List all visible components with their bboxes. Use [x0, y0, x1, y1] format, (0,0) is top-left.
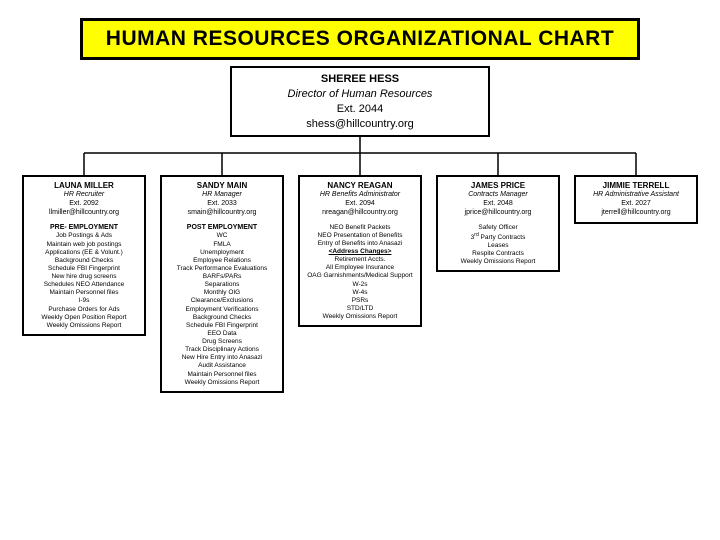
person-email: jterrell@hillcountry.org [579, 209, 693, 218]
duty-item: Weekly Omissions Report [441, 258, 555, 266]
duty-item: WC [165, 232, 279, 240]
duty-item: Maintain web job postings [27, 241, 141, 249]
person-role: HR Administrative Assistant [579, 191, 693, 200]
duty-item: PSRs [303, 297, 417, 305]
report-box: NANCY REAGANHR Benefits AdministratorExt… [298, 175, 422, 327]
person-name: NANCY REAGAN [303, 181, 417, 191]
section-heading: POST EMPLOYMENT [165, 224, 279, 233]
person-role: HR Recruiter [27, 191, 141, 200]
duty-item: W-2s [303, 281, 417, 289]
duty-item: Leases [441, 242, 555, 250]
report-box: JAMES PRICEContracts ManagerExt. 2048jpr… [436, 175, 560, 272]
duty-item: Safety Officer [441, 224, 555, 232]
duty-item: Track Performance Evaluations [165, 265, 279, 273]
duties-list: NEO Benefit PacketsNEO Presentation of B… [303, 224, 417, 322]
duty-item: NEO Presentation of Benefits [303, 232, 417, 240]
duty-item: New Hire Entry into Anasazi [165, 354, 279, 362]
duty-item: Applications (EE & Volunt.) [27, 249, 141, 257]
person-email: smain@hillcountry.org [165, 209, 279, 218]
duty-item: W-4s [303, 289, 417, 297]
report-box: SANDY MAINHR ManagerExt. 2033smain@hillc… [160, 175, 284, 392]
duty-item: NEO Benefit Packets [303, 224, 417, 232]
duty-item: BARFs/PARs [165, 273, 279, 281]
director-ext: Ext. 2044 [238, 102, 482, 117]
chart-title: HUMAN RESOURCES ORGANIZATIONAL CHART [80, 18, 640, 60]
duty-item: Respite Contracts [441, 250, 555, 258]
duty-item: Schedules NEO Attendance [27, 281, 141, 289]
duties-list: Job Postings & AdsMaintain web job posti… [27, 232, 141, 330]
duty-item: Employment Verifications [165, 306, 279, 314]
duty-item: Purchase Orders for Ads [27, 306, 141, 314]
person-email: jprice@hillcountry.org [441, 209, 555, 218]
duty-item: All Employee Insurance [303, 264, 417, 272]
person-name: JAMES PRICE [441, 181, 555, 191]
report-box: JIMMIE TERRELLHR Administrative Assistan… [574, 175, 698, 223]
duty-item: Weekly Open Position Report [27, 314, 141, 322]
duty-item: Weekly Omissions Report [27, 322, 141, 330]
duty-item: I-9s [27, 297, 141, 305]
person-email: nreagan@hillcountry.org [303, 209, 417, 218]
duty-item: Employee Relations [165, 257, 279, 265]
duties-list: Safety Officer3rd Party ContractsLeasesR… [441, 224, 555, 267]
report-box: LAUNA MILLERHR RecruiterExt. 2092llmille… [22, 175, 146, 336]
duty-item: Monthly OIG [165, 289, 279, 297]
director-role: Director of Human Resources [238, 87, 482, 102]
duty-item: Retirement Accts. [303, 256, 417, 264]
duty-item: Weekly Omissions Report [303, 313, 417, 321]
duty-item: Drug Screens [165, 338, 279, 346]
duty-item: Schedule FBI Fingerprint [27, 265, 141, 273]
reports-row: LAUNA MILLERHR RecruiterExt. 2092llmille… [22, 175, 698, 392]
section-heading: PRE- EMPLOYMENT [27, 224, 141, 233]
duty-item: <Address Changes> [303, 248, 417, 256]
duty-item: Schedule FBI Fingerprint [165, 322, 279, 330]
person-ext: Ext. 2048 [441, 200, 555, 209]
duty-item: Track Disciplinary Actions [165, 346, 279, 354]
duty-item: Maintain Personnel files [27, 289, 141, 297]
duty-item: Maintain Personnel files [165, 371, 279, 379]
person-role: HR Manager [165, 191, 279, 200]
duty-item: OAG Garnishments/Medical Support [303, 272, 417, 280]
duty-item: Weekly Omissions Report [165, 379, 279, 387]
person-ext: Ext. 2033 [165, 200, 279, 209]
person-role: Contracts Manager [441, 191, 555, 200]
person-ext: Ext. 2092 [27, 200, 141, 209]
duty-item: Unemployment [165, 249, 279, 257]
connector-lines [22, 137, 698, 175]
person-role: HR Benefits Administrator [303, 191, 417, 200]
duty-item: EEO Data [165, 330, 279, 338]
person-name: SANDY MAIN [165, 181, 279, 191]
person-name: JIMMIE TERRELL [579, 181, 693, 191]
duty-item: FMLA [165, 241, 279, 249]
person-email: llmiller@hillcountry.org [27, 209, 141, 218]
duty-item: New hire drug screens [27, 273, 141, 281]
person-ext: Ext. 2027 [579, 200, 693, 209]
duty-item: STD/LTD [303, 305, 417, 313]
director-name: SHEREE HESS [238, 72, 482, 87]
duty-item: 3rd Party Contracts [441, 232, 555, 242]
director-email: shess@hillcountry.org [238, 117, 482, 132]
duty-item: Entry of Benefits into Anasazi [303, 240, 417, 248]
person-ext: Ext. 2094 [303, 200, 417, 209]
director-box: SHEREE HESS Director of Human Resources … [230, 66, 490, 137]
duty-item: Audit Assistance [165, 362, 279, 370]
person-name: LAUNA MILLER [27, 181, 141, 191]
duty-item: Background Checks [165, 314, 279, 322]
duty-item: Clearance/Exclusions [165, 297, 279, 305]
duty-item: Background Checks [27, 257, 141, 265]
duty-item: Job Postings & Ads [27, 232, 141, 240]
duty-item: Separations [165, 281, 279, 289]
duties-list: WCFMLAUnemploymentEmployee RelationsTrac… [165, 232, 279, 386]
